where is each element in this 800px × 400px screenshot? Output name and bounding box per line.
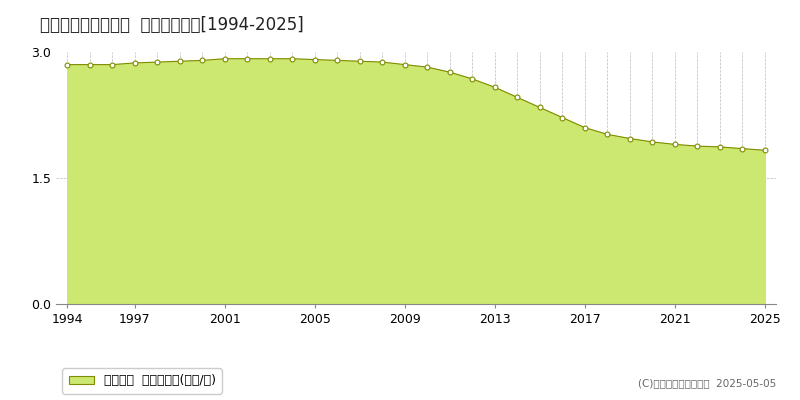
Legend: 公示地価  平均坪単価(万円/坪): 公示地価 平均坪単価(万円/坪) bbox=[62, 368, 222, 394]
Text: (C)土地価格ドットコム  2025-05-05: (C)土地価格ドットコム 2025-05-05 bbox=[638, 378, 776, 388]
Text: 東田川郡三川町青山  公示地価推移[1994-2025]: 東田川郡三川町青山 公示地価推移[1994-2025] bbox=[40, 16, 304, 34]
